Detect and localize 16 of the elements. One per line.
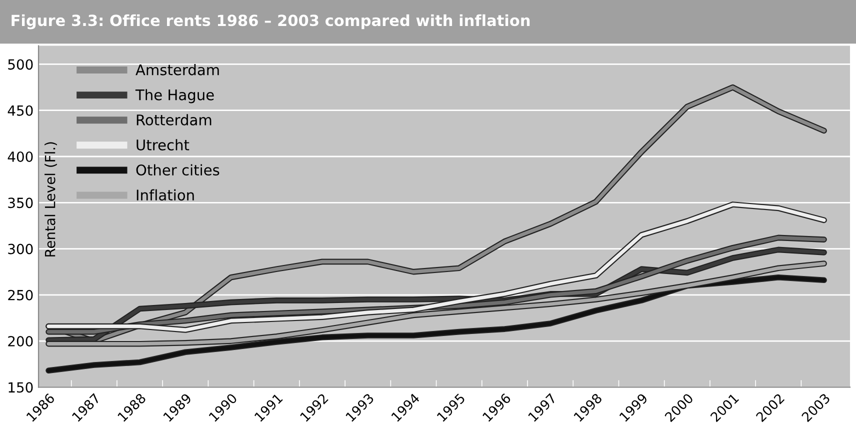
y-axis-title: Rental Level (Fl.) (44, 142, 57, 256)
y-tick-label: 400 (8, 151, 33, 162)
y-tick-label: 300 (8, 244, 33, 254)
y-tick-label: 200 (8, 336, 33, 347)
legend-label: Other cities (136, 164, 220, 176)
legend-label: The Hague (135, 89, 214, 104)
legend-label: Inflation (136, 189, 194, 201)
y-tick-label: 150 (8, 382, 33, 393)
chart-title: Figure 3.3: Office rents 1986 – 2003 compared with inflation (12, 14, 530, 30)
y-tick-label: 500 (8, 59, 33, 70)
legend-label: Amsterdam (136, 64, 219, 76)
y-tick-label: 250 (8, 290, 33, 300)
y-tick-label: 350 (8, 198, 33, 208)
y-tick-label: 450 (8, 105, 33, 116)
legend-label: Rotterdam (136, 114, 212, 126)
legend-label: Utrecht (136, 139, 190, 150)
